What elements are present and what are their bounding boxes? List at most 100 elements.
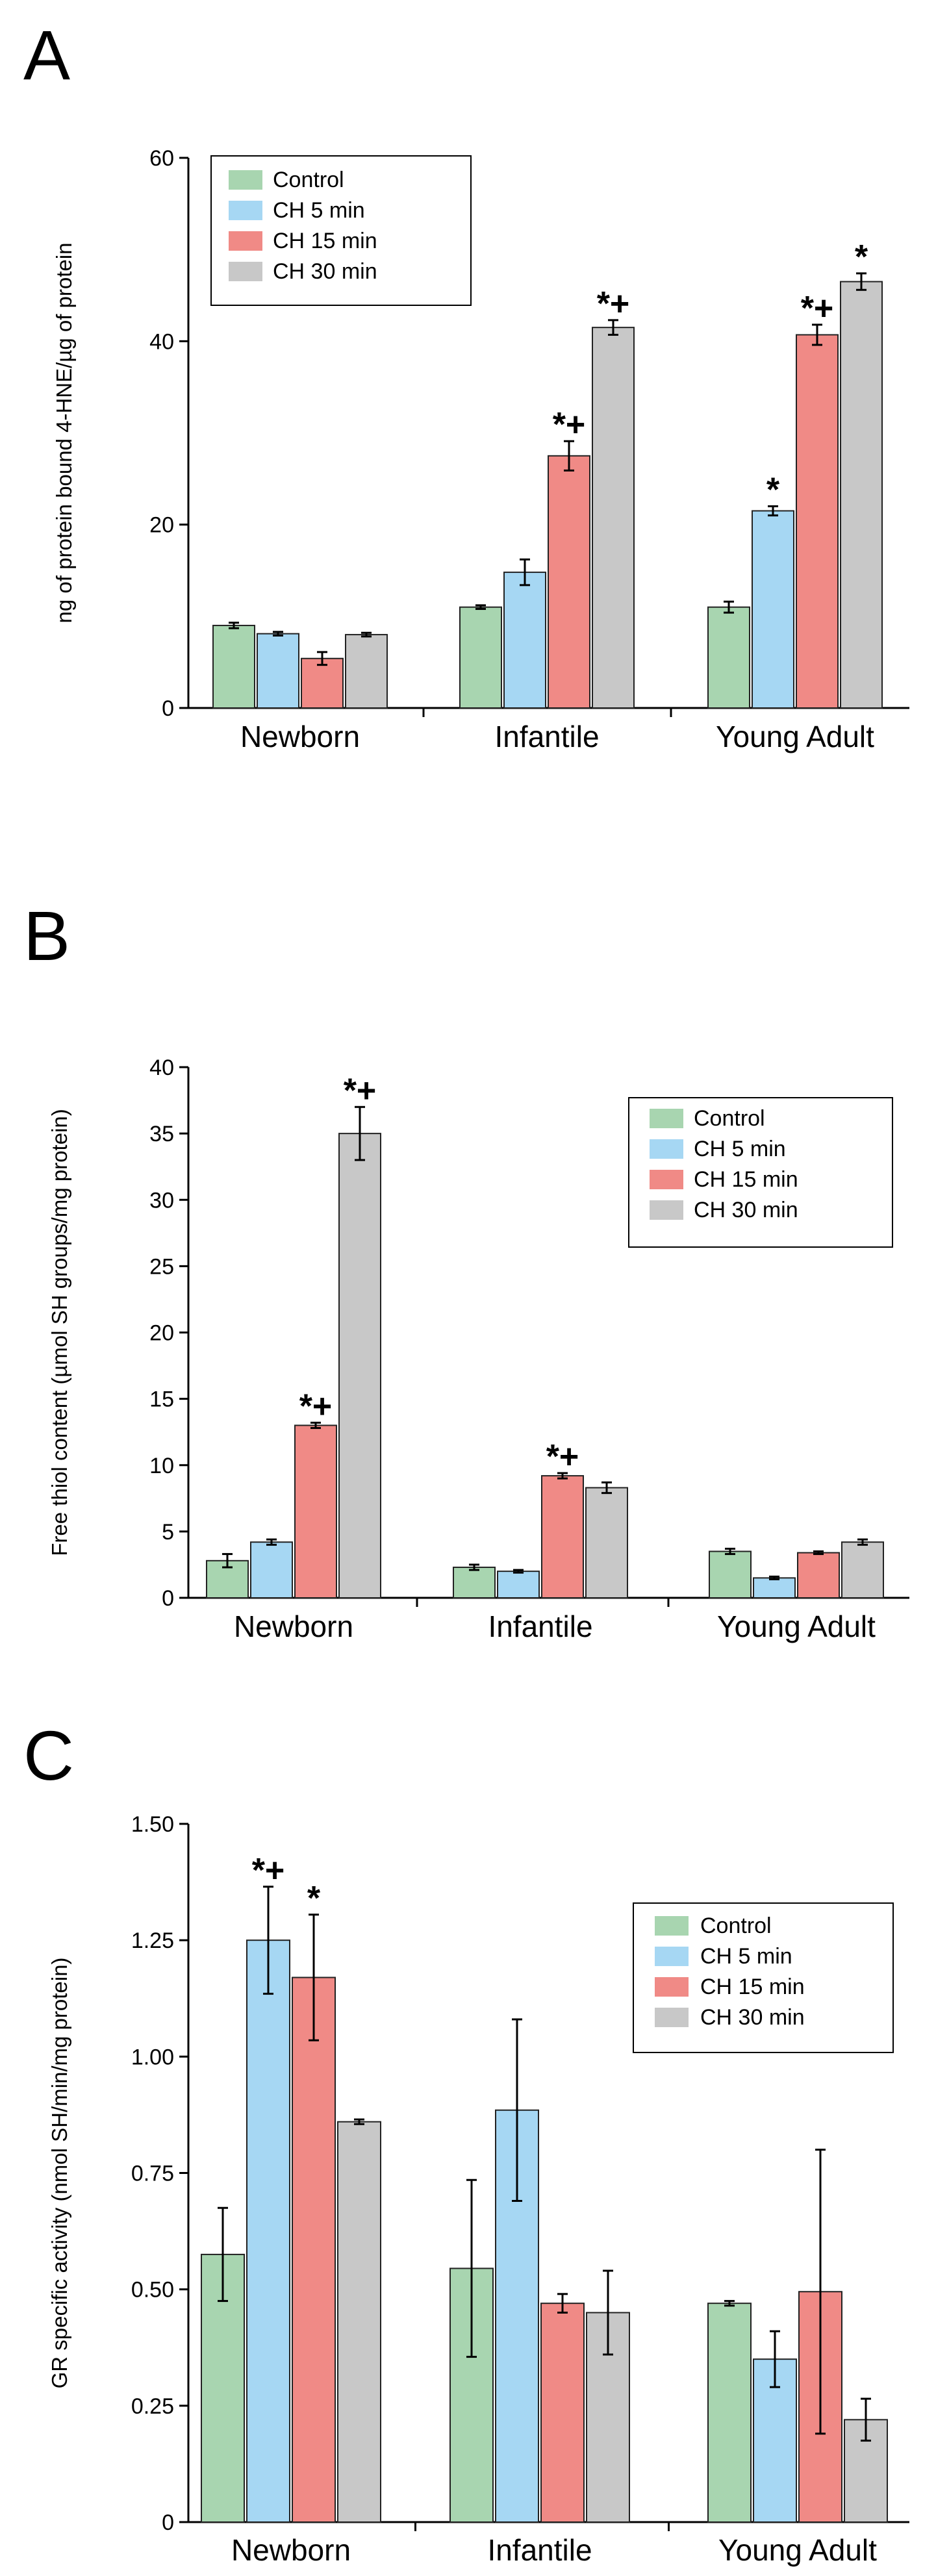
x-category-label: Young Adult bbox=[718, 2533, 877, 2567]
x-category-label: Infantile bbox=[494, 720, 599, 753]
bar bbox=[453, 1567, 496, 1598]
y-tick-label: 10 bbox=[149, 1454, 174, 1478]
y-tick-label: 40 bbox=[149, 1055, 174, 1080]
bar bbox=[294, 1424, 337, 1598]
significance-marker: * bbox=[855, 238, 868, 276]
y-tick-label: 35 bbox=[149, 1122, 174, 1146]
bar bbox=[707, 2303, 752, 2523]
chart-a-svg: 0 20 40 60 ng of protein bound 4-HNE/µg of p… bbox=[52, 146, 909, 753]
y-tick-label: 0 bbox=[162, 1586, 174, 1611]
legend-swatch bbox=[655, 1977, 689, 1997]
legend-swatch bbox=[655, 2008, 689, 2027]
legend-swatch bbox=[650, 1200, 683, 1220]
legend-swatch bbox=[229, 262, 262, 281]
bar bbox=[592, 327, 635, 709]
legend-label: CH 15 min bbox=[700, 1975, 805, 1999]
bar bbox=[212, 624, 255, 709]
bar bbox=[338, 1133, 381, 1598]
y-tick-label: 1.25 bbox=[131, 1928, 174, 1953]
legend-label: CH 5 min bbox=[273, 198, 365, 223]
y-tick-label: 1.00 bbox=[131, 2045, 174, 2069]
bar bbox=[540, 2303, 585, 2523]
bar bbox=[707, 606, 750, 709]
significance-marker: *+ bbox=[252, 1852, 285, 1889]
bar bbox=[840, 281, 883, 709]
bar bbox=[548, 455, 590, 709]
significance-marker: * bbox=[307, 1880, 321, 1917]
legend-swatch bbox=[229, 201, 262, 220]
bar bbox=[841, 1541, 884, 1598]
bar bbox=[345, 634, 388, 709]
bar bbox=[257, 633, 299, 709]
chart-c-svg: 0 0.25 0.50 0.75 1.00 1.25 1.50 GR specific act… bbox=[47, 1812, 909, 2567]
y-tick-label: 25 bbox=[149, 1254, 174, 1279]
y-tick-label: 20 bbox=[149, 513, 174, 538]
x-category-label: Newborn bbox=[231, 2533, 351, 2567]
x-category-label: Young Adult bbox=[717, 1610, 876, 1643]
legend-swatch bbox=[229, 170, 262, 190]
bar bbox=[541, 1475, 584, 1599]
y-axis-title: GR specific activity (nmol SH/min/mg pro… bbox=[47, 1958, 71, 2389]
legend-label: CH 30 min bbox=[700, 2005, 805, 2030]
legend-swatch bbox=[229, 231, 262, 251]
significance-marker: *+ bbox=[344, 1072, 377, 1109]
significance-marker: *+ bbox=[801, 290, 834, 327]
bar bbox=[585, 1487, 628, 1598]
bar bbox=[503, 572, 546, 709]
y-tick-label: 20 bbox=[149, 1321, 174, 1346]
legend-swatch bbox=[655, 1916, 689, 1936]
y-tick-label: 0.50 bbox=[131, 2278, 174, 2303]
y-axis-title: ng of protein bound 4-HNE/µg of protein bbox=[52, 243, 76, 624]
bar bbox=[709, 1550, 752, 1598]
panel-c: C 0 0.25 0.50 0.75 1.00 1.25 1.50 GR specific a… bbox=[0, 1715, 949, 2576]
legend-label: CH 5 min bbox=[700, 1944, 792, 1969]
y-tick-label: 0.25 bbox=[131, 2394, 174, 2419]
y-tick-label: 0 bbox=[162, 2510, 174, 2535]
legend-label: CH 15 min bbox=[273, 229, 377, 253]
legend-label: Control bbox=[700, 1913, 772, 1938]
x-category-label: Newborn bbox=[240, 720, 360, 753]
panel-letter-b: B bbox=[23, 896, 71, 975]
bar bbox=[752, 510, 794, 709]
legend-swatch bbox=[650, 1109, 683, 1128]
bar bbox=[246, 1939, 290, 2523]
legend-label: Control bbox=[273, 168, 344, 192]
legend-swatch bbox=[650, 1170, 683, 1189]
y-tick-label: 5 bbox=[162, 1520, 174, 1545]
y-axis-title: Free thiol content (µmol SH groups/mg pr… bbox=[47, 1109, 71, 1556]
panel-letter-c: C bbox=[23, 1716, 74, 1795]
bar bbox=[301, 657, 344, 709]
x-category-label: Newborn bbox=[234, 1610, 353, 1643]
y-tick-label: 40 bbox=[149, 329, 174, 354]
panel-a: A 0 20 40 60 ng of protein bound 4-HNE/µg of… bbox=[0, 0, 949, 857]
legend-label: CH 5 min bbox=[694, 1137, 786, 1161]
legend-label: CH 30 min bbox=[273, 259, 377, 284]
bar bbox=[337, 2121, 381, 2523]
bar bbox=[796, 334, 839, 709]
bar bbox=[797, 1552, 840, 1599]
significance-marker: *+ bbox=[553, 406, 586, 444]
x-category-label: Infantile bbox=[487, 2533, 592, 2567]
panel-b: B 0 5 10 15 20 25 30 35 40 Free thiol content (µm… bbox=[0, 857, 949, 1715]
y-tick-label: 30 bbox=[149, 1188, 174, 1213]
legend-label: CH 15 min bbox=[694, 1167, 798, 1192]
y-tick-label: 60 bbox=[149, 146, 174, 171]
bar bbox=[292, 1976, 336, 2523]
legend-label: CH 30 min bbox=[694, 1198, 798, 1222]
y-tick-label: 0.75 bbox=[131, 2162, 174, 2186]
y-tick-label: 1.50 bbox=[131, 1812, 174, 1837]
legend-swatch bbox=[650, 1139, 683, 1159]
significance-marker: *+ bbox=[546, 1438, 579, 1476]
significance-marker: * bbox=[766, 471, 780, 509]
bar bbox=[497, 1571, 540, 1599]
x-category-label: Infantile bbox=[488, 1610, 592, 1643]
y-tick-label: 15 bbox=[149, 1387, 174, 1412]
bar bbox=[459, 606, 502, 709]
significance-marker: *+ bbox=[299, 1387, 333, 1425]
legend-swatch bbox=[655, 1947, 689, 1966]
bar bbox=[250, 1541, 293, 1598]
chart-b-svg: 0 5 10 15 20 25 30 35 40 Free thiol content (µmol… bbox=[47, 1055, 909, 1643]
y-tick-label: 0 bbox=[162, 696, 174, 721]
bar bbox=[753, 1577, 796, 1599]
panel-letter-a: A bbox=[23, 16, 71, 94]
